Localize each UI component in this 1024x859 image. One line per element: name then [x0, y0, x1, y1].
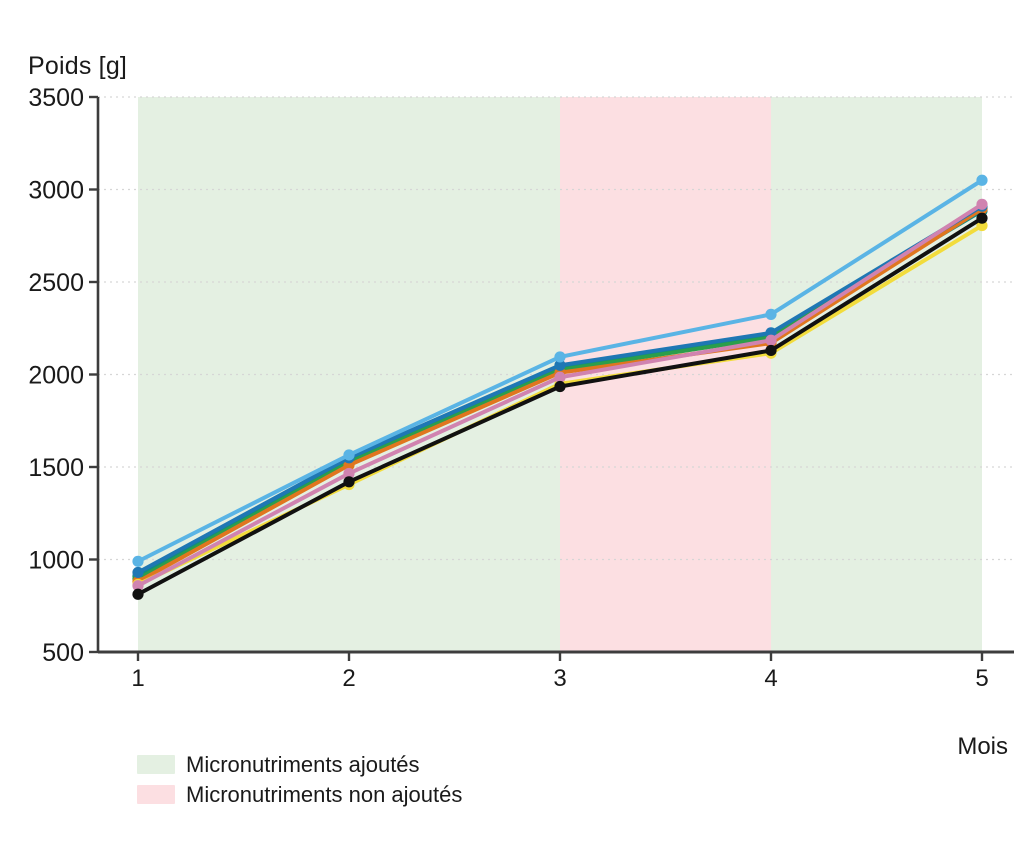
legend-item-not-added: Micronutriments non ajoutés — [137, 783, 462, 806]
legend-swatch-green — [137, 755, 175, 775]
svg-text:2000: 2000 — [28, 362, 84, 390]
svg-text:1500: 1500 — [28, 454, 84, 482]
legend-label: Micronutriments non ajoutés — [186, 782, 463, 808]
x-axis-label: Mois — [957, 733, 1008, 760]
legend: Micronutriments ajoutés Micronutriments … — [137, 753, 462, 806]
y-tick-labels: 500 1000 1500 2000 2500 3000 3500 — [28, 84, 98, 667]
svg-text:1000: 1000 — [28, 547, 84, 575]
svg-text:500: 500 — [42, 639, 84, 667]
plot-area: 500 1000 1500 2000 2500 3000 3500 1 2 3 4 5 — [28, 84, 1016, 692]
svg-text:3: 3 — [553, 665, 566, 692]
series-black — [132, 212, 988, 600]
svg-text:3500: 3500 — [28, 84, 84, 112]
series-pink — [132, 198, 988, 592]
x-tick-labels: 1 2 3 4 5 — [131, 652, 989, 692]
svg-text:3000: 3000 — [28, 177, 84, 205]
svg-text:1: 1 — [131, 665, 144, 692]
series-skyblue — [132, 174, 988, 567]
svg-text:5: 5 — [975, 665, 988, 692]
y-axis-title: Poids [g] — [28, 52, 128, 80]
svg-text:4: 4 — [764, 665, 777, 692]
legend-label: Micronutriments ajoutés — [186, 752, 420, 777]
legend-swatch-pink — [137, 785, 175, 805]
svg-text:2500: 2500 — [28, 269, 84, 297]
svg-text:2: 2 — [342, 665, 355, 692]
legend-item-added: Micronutriments ajoutés — [137, 753, 462, 776]
